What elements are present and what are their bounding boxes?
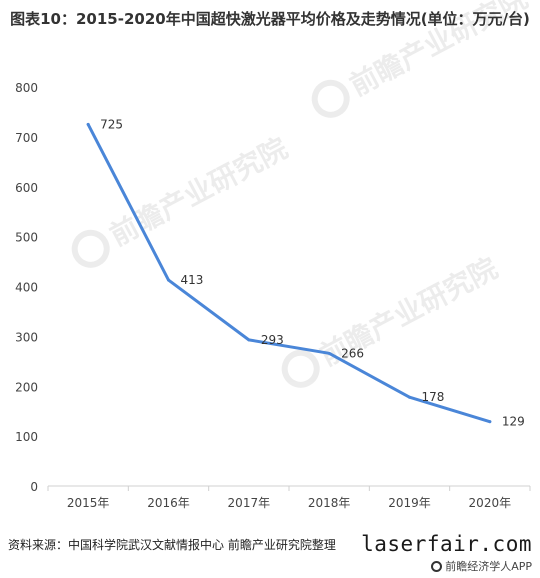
watermark-text: 前瞻产业研究院 xyxy=(344,0,533,103)
series-line xyxy=(86,122,492,424)
x-tick-label-1: 2016年 xyxy=(147,496,190,510)
x-tick-label-0: 2015年 xyxy=(67,496,110,510)
y-tick-label-500: 500 xyxy=(15,231,38,245)
watermark-2: 前瞻产业研究院 xyxy=(311,0,533,118)
data-label-0: 725 xyxy=(100,117,123,131)
data-label-1: 413 xyxy=(181,273,204,287)
x-tick-label-4: 2019年 xyxy=(388,496,431,510)
data-point-5 xyxy=(488,420,492,424)
data-point-1 xyxy=(167,278,170,282)
watermark-logo-icon xyxy=(311,79,350,118)
chart-title: 图表10：2015-2020年中国超快激光器平均价格及走势情况(单位：万元/台) xyxy=(10,10,530,28)
watermark-1: 前瞻产业研究院 xyxy=(281,251,503,388)
app-credit: 前瞻经济学人APP xyxy=(431,558,532,574)
y-tick-label-0: 0 xyxy=(30,480,38,494)
watermark-logo-icon xyxy=(281,349,320,388)
data-label-3: 266 xyxy=(341,346,364,360)
x-tick-label-5: 2020年 xyxy=(469,496,512,510)
watermark-logo-icon xyxy=(71,229,110,268)
x-tick-label-3: 2018年 xyxy=(308,496,351,510)
x-tick-label-2: 2017年 xyxy=(228,496,271,510)
y-tick-label-700: 700 xyxy=(15,131,38,145)
app-name: 前瞻经济学人APP xyxy=(445,560,532,573)
y-tick-label-300: 300 xyxy=(15,330,38,344)
data-label-2: 293 xyxy=(261,333,284,347)
data-point-0 xyxy=(86,122,90,126)
y-tick-label-600: 600 xyxy=(15,181,38,195)
y-tick-label-200: 200 xyxy=(15,380,38,394)
app-logo-icon xyxy=(431,560,443,572)
y-tick-label-100: 100 xyxy=(15,430,38,444)
data-label-5: 129 xyxy=(502,415,525,429)
source-note: 资料来源：中国科学院武汉文献情报中心 前瞻产业研究院整理 xyxy=(8,538,336,552)
site-watermark: laserfair.com xyxy=(361,532,532,556)
data-point-2 xyxy=(247,338,251,342)
y-tick-label-400: 400 xyxy=(15,281,38,295)
data-label-4: 178 xyxy=(422,390,445,404)
y-tick-label-800: 800 xyxy=(15,81,38,95)
data-point-4 xyxy=(408,395,411,399)
watermark-text: 前瞻产业研究院 xyxy=(104,131,293,252)
data-point-3 xyxy=(327,351,331,355)
